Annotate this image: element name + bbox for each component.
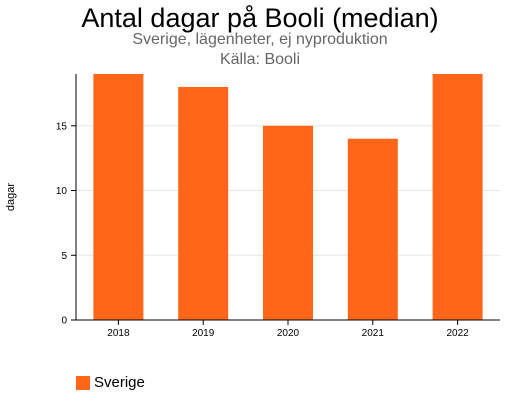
y-axis-label: dagar xyxy=(5,183,17,211)
x-tick-label: 2022 xyxy=(446,328,469,339)
y-tick-label: 5 xyxy=(61,251,67,262)
bar xyxy=(178,86,229,321)
bar xyxy=(93,74,144,320)
chart-source: Källa: Booli xyxy=(219,51,301,68)
chart-subtitle: Sverige, lägenheter, ej nyproduktion xyxy=(132,31,388,48)
y-tick-label: 0 xyxy=(61,316,67,327)
bar xyxy=(263,125,313,320)
x-tick-label: 2019 xyxy=(192,328,215,339)
x-tick-label: 2021 xyxy=(362,328,385,339)
y-tick-label: 15 xyxy=(56,121,68,132)
chart-title: Antal dagar på Booli (median) xyxy=(81,3,439,33)
x-tick-label: 2020 xyxy=(277,328,300,339)
legend-label: Sverige xyxy=(94,374,145,391)
bar xyxy=(432,74,483,320)
bar xyxy=(347,138,398,320)
y-tick-label: 10 xyxy=(56,186,68,197)
legend-swatch xyxy=(76,375,90,390)
x-tick-label: 2018 xyxy=(107,328,130,339)
legend: Sverige xyxy=(76,374,145,391)
